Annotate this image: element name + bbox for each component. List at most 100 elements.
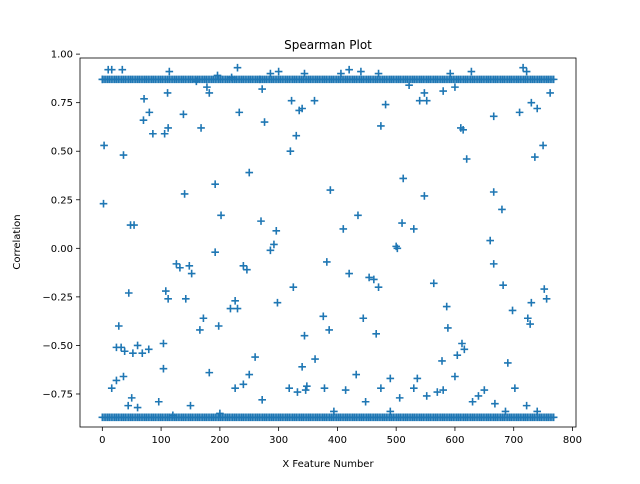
data-point bbox=[145, 108, 154, 117]
data-point bbox=[169, 411, 177, 420]
data-point bbox=[292, 131, 301, 140]
data-point bbox=[266, 246, 275, 255]
data-point bbox=[467, 67, 476, 76]
x-tick-label: 800 bbox=[563, 435, 582, 446]
data-point bbox=[323, 258, 331, 266]
data-point bbox=[415, 96, 424, 105]
data-point bbox=[138, 349, 147, 357]
data-point bbox=[257, 217, 265, 225]
data-point bbox=[527, 98, 536, 107]
data-point bbox=[372, 329, 380, 338]
data-point bbox=[370, 275, 378, 284]
data-point bbox=[458, 339, 466, 348]
data-point bbox=[286, 147, 295, 156]
data-point bbox=[519, 63, 527, 72]
data-point bbox=[439, 386, 447, 394]
data-point bbox=[260, 118, 269, 126]
data-point bbox=[395, 394, 404, 402]
data-point bbox=[205, 368, 214, 377]
data-point bbox=[300, 69, 309, 78]
data-point bbox=[491, 399, 499, 408]
data-point bbox=[365, 273, 373, 282]
data-point bbox=[499, 281, 507, 290]
data-point bbox=[273, 298, 282, 307]
data-point bbox=[163, 89, 172, 97]
data-point bbox=[357, 67, 365, 76]
data-point bbox=[186, 401, 195, 410]
data-point bbox=[124, 289, 133, 297]
data-point bbox=[410, 225, 418, 233]
data-point bbox=[399, 174, 408, 183]
data-point bbox=[139, 116, 148, 124]
data-point bbox=[154, 397, 163, 406]
data-point bbox=[245, 370, 254, 379]
data-point bbox=[185, 262, 194, 270]
data-point bbox=[233, 304, 242, 313]
data-point bbox=[289, 283, 298, 291]
data-point bbox=[127, 394, 136, 402]
data-point bbox=[180, 190, 189, 198]
data-point bbox=[377, 122, 385, 130]
data-point bbox=[526, 320, 534, 328]
data-point bbox=[239, 380, 248, 389]
data-point bbox=[149, 129, 157, 138]
data-point bbox=[179, 110, 188, 119]
data-point bbox=[527, 298, 536, 307]
data-point bbox=[386, 407, 395, 416]
data-point bbox=[508, 306, 517, 315]
data-point bbox=[114, 322, 123, 330]
data-point bbox=[460, 345, 469, 354]
data-point bbox=[339, 225, 348, 233]
data-point bbox=[159, 364, 168, 373]
data-point bbox=[119, 151, 128, 159]
data-point bbox=[227, 73, 236, 82]
data-point bbox=[522, 67, 531, 76]
data-point bbox=[468, 397, 477, 406]
data-point bbox=[310, 96, 319, 105]
data-point bbox=[489, 188, 498, 196]
data-point bbox=[293, 388, 302, 396]
data-point bbox=[511, 384, 519, 392]
data-point bbox=[498, 205, 506, 214]
data-point bbox=[214, 322, 223, 330]
data-point bbox=[539, 141, 547, 150]
data-point bbox=[231, 296, 239, 305]
data-point bbox=[474, 392, 483, 400]
data-point bbox=[272, 227, 281, 235]
y-axis: −0.75 −0.50 −0.25 0.00 0.25 0.50 0.75 1.00 bbox=[42, 50, 80, 400]
data-point bbox=[542, 295, 551, 303]
data-point bbox=[133, 341, 142, 350]
data-point bbox=[119, 372, 128, 381]
data-point bbox=[130, 221, 138, 229]
data-point bbox=[159, 339, 168, 348]
y-tick-label: 0.50 bbox=[51, 147, 73, 158]
data-point bbox=[439, 87, 447, 95]
data-point bbox=[196, 326, 204, 334]
data-point bbox=[489, 260, 498, 268]
data-point bbox=[546, 89, 554, 97]
data-point bbox=[239, 262, 248, 270]
data-point bbox=[330, 407, 338, 416]
data-point bbox=[489, 112, 498, 121]
plot-frame bbox=[79, 57, 577, 428]
data-point bbox=[533, 407, 542, 416]
data-point bbox=[410, 384, 418, 392]
data-point bbox=[285, 384, 294, 392]
data-point bbox=[540, 285, 549, 293]
y-tick-label: 1.00 bbox=[51, 50, 73, 61]
data-point bbox=[444, 324, 452, 332]
data-point bbox=[133, 403, 142, 412]
data-point bbox=[266, 69, 275, 78]
data-point bbox=[374, 69, 383, 78]
y-tick-label: 0.00 bbox=[51, 244, 73, 255]
x-tick-label: 600 bbox=[445, 435, 464, 446]
data-point bbox=[486, 236, 494, 245]
data-point bbox=[274, 67, 283, 76]
y-axis-label: Correlation bbox=[12, 214, 23, 269]
data-point bbox=[422, 96, 431, 105]
data-point bbox=[258, 85, 266, 93]
chart-title: Spearman Plot bbox=[284, 38, 372, 52]
data-point bbox=[187, 269, 196, 278]
data-points bbox=[98, 63, 558, 422]
data-point bbox=[341, 386, 350, 394]
